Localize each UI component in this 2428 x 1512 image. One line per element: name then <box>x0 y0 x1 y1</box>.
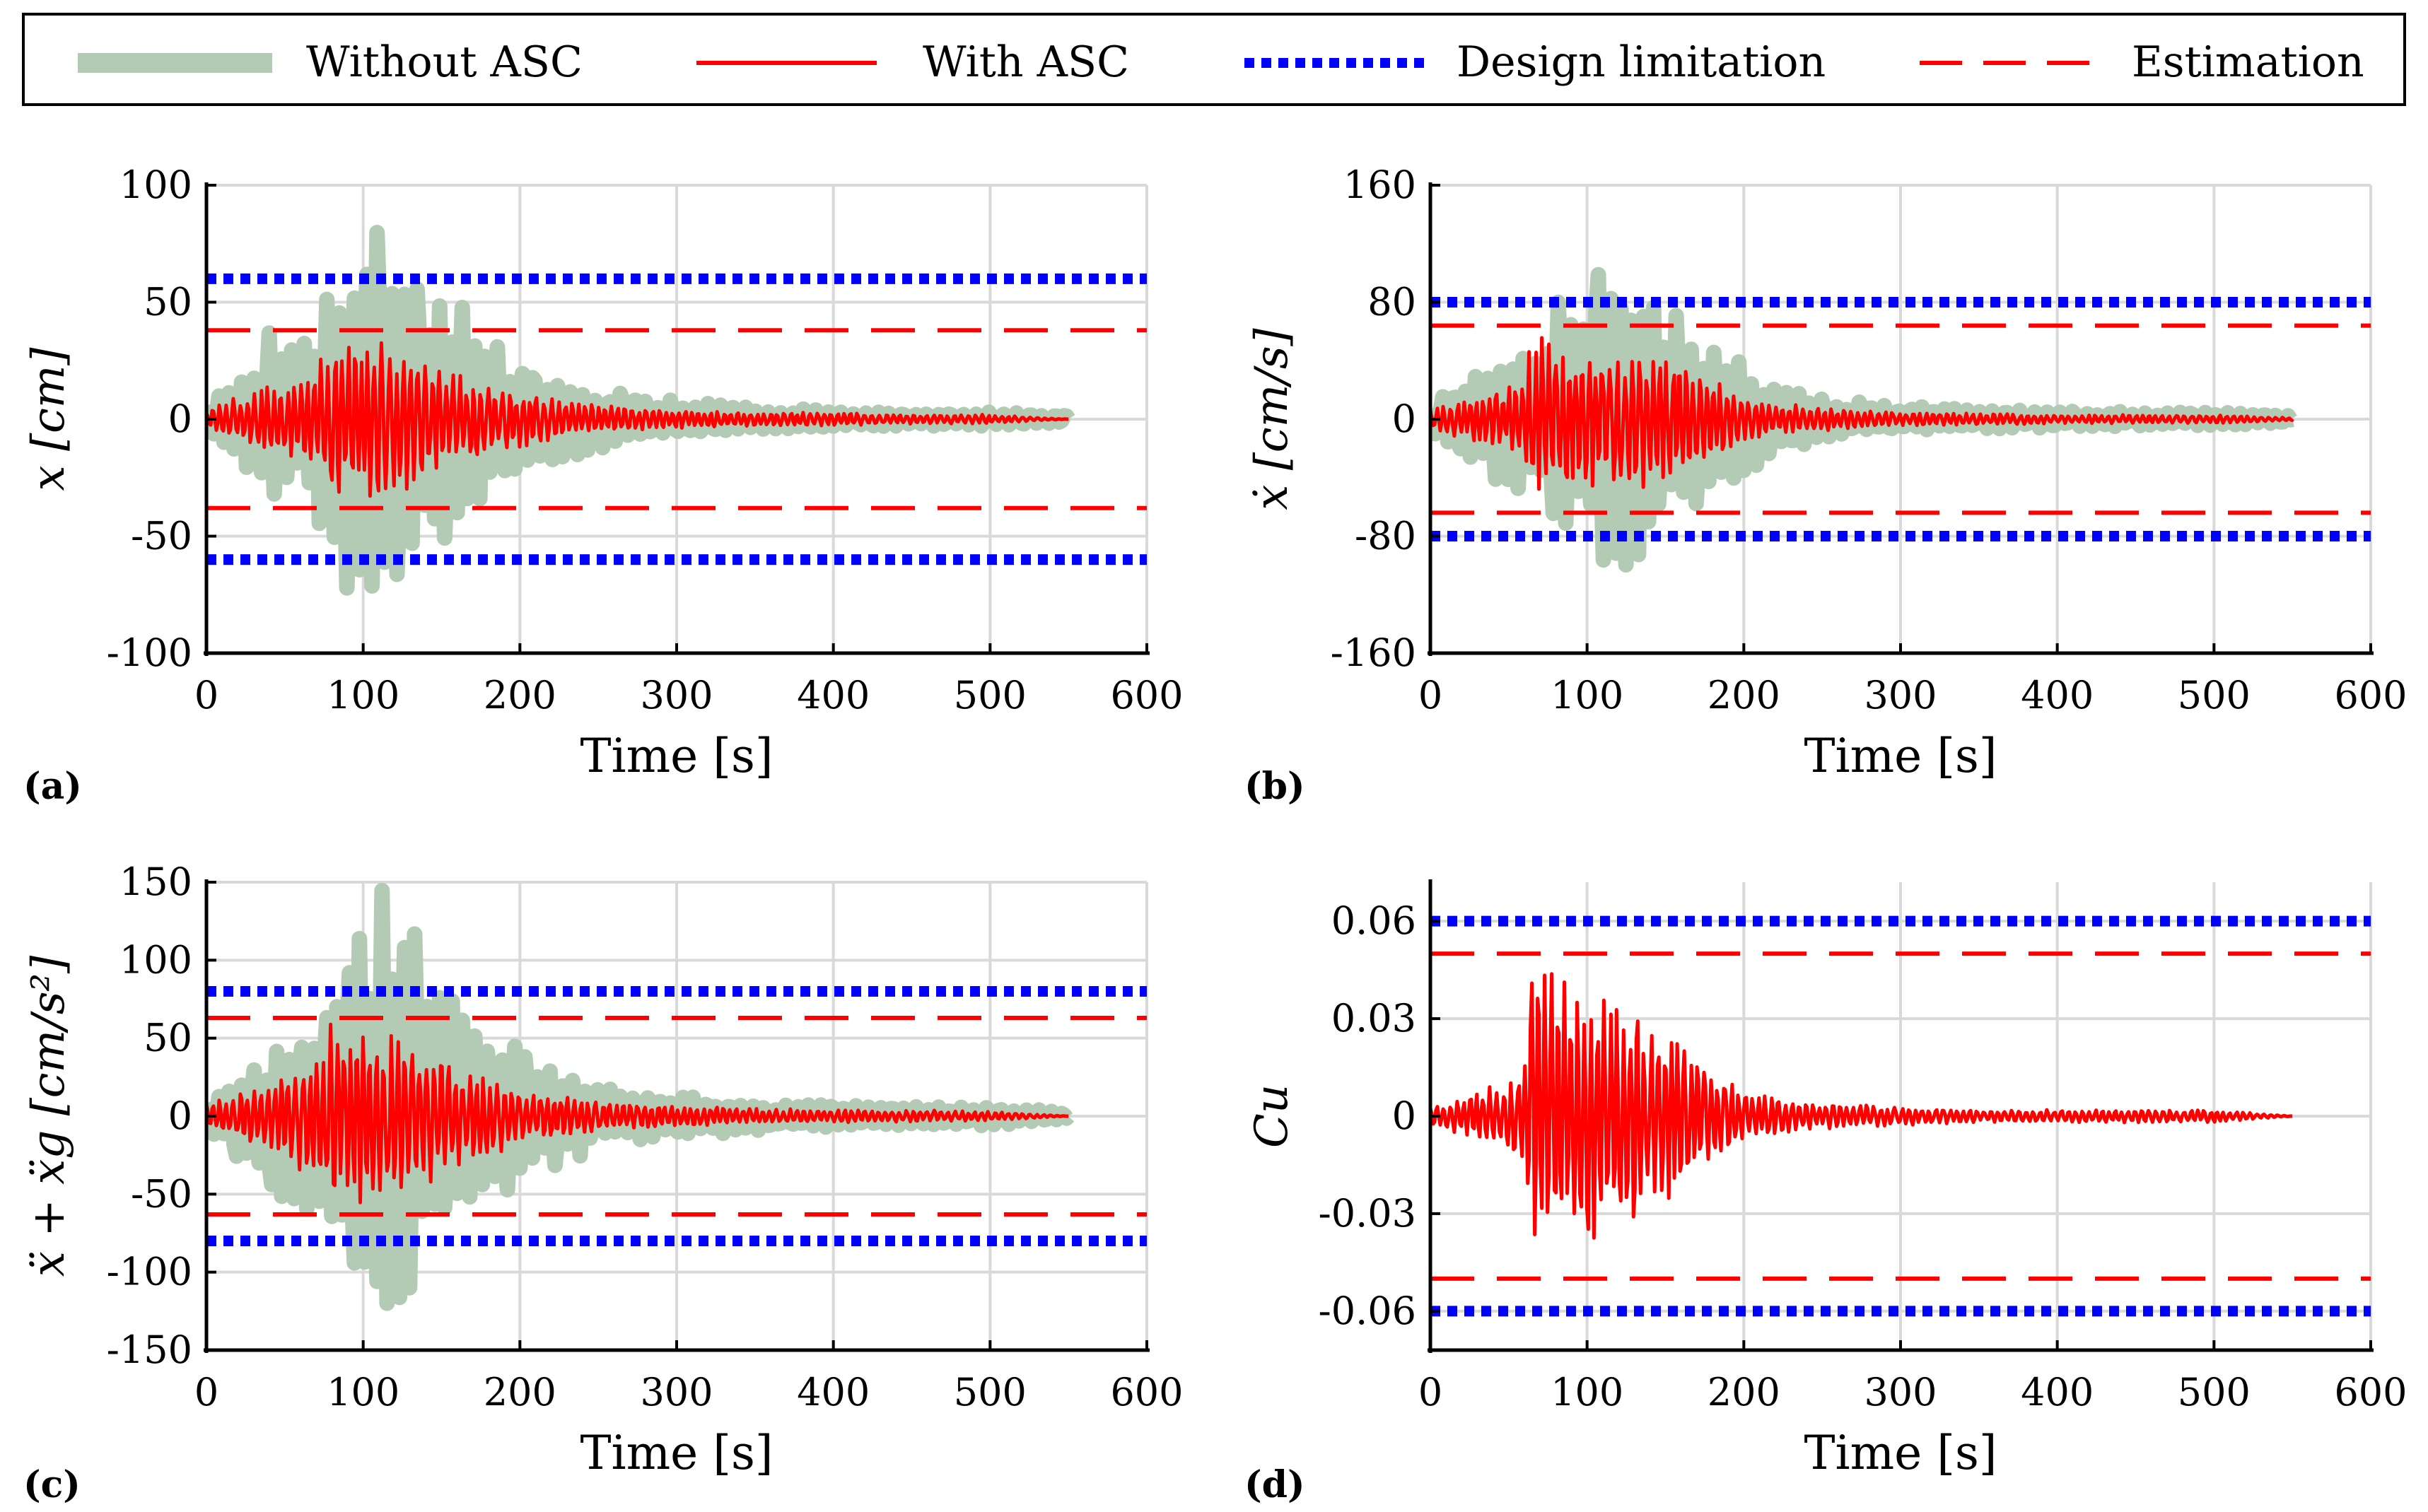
x-tick-label: 100 <box>1551 1370 1623 1414</box>
x-tick-label: 100 <box>327 673 399 717</box>
legend-item-without-asc: Without ASC <box>78 37 583 87</box>
x-axis-label-b: Time [s] <box>1804 729 1997 783</box>
x-tick-label: 300 <box>640 673 713 717</box>
y-axis-label-a: x [cm] <box>23 347 75 491</box>
series-with-asc <box>206 341 1070 498</box>
x-tick-label: 0 <box>194 673 218 717</box>
y-tick-label: -100 <box>107 1250 192 1294</box>
panel-label-b: (b) <box>1244 765 1305 808</box>
x-tick-label: 500 <box>954 1370 1027 1414</box>
legend-item-design-limitation: Design limitation <box>1244 37 1826 87</box>
x-axis-label-c: Time [s] <box>580 1426 773 1480</box>
y-axis-label-c: ẍ + ẍg [cm/s²] <box>23 955 75 1277</box>
y-tick-label: 0.03 <box>1331 996 1416 1041</box>
x-tick-label: 200 <box>484 673 556 717</box>
x-tick-label: 600 <box>2334 673 2407 717</box>
x-tick-label: 600 <box>2334 1370 2407 1414</box>
plot-area-a <box>206 225 1147 596</box>
x-tick-label: 200 <box>484 1370 556 1414</box>
y-tick-label: -0.06 <box>1319 1289 1416 1333</box>
x-tick-label: 300 <box>640 1370 713 1414</box>
y-tick-label: 100 <box>119 937 192 982</box>
y-tick-label: -0.03 <box>1319 1191 1416 1236</box>
x-tick-label: 0 <box>1418 673 1442 717</box>
y-tick-label: -50 <box>131 514 192 558</box>
legend-label-without-asc: Without ASC <box>306 37 583 87</box>
series-with-asc <box>206 1022 1070 1205</box>
legend: Without ASC With ASC Design limitation E… <box>22 13 2406 106</box>
x-tick-label: 100 <box>327 1370 399 1414</box>
y-tick-label: 0 <box>168 397 192 441</box>
x-tick-label: 500 <box>2178 673 2251 717</box>
panel-d: 0 100 200 300 400 500 600 -0.06 -0.03 0 0.03 0.06 Ti… <box>1244 879 2407 1506</box>
x-tick-label: 500 <box>2178 1370 2251 1414</box>
x-tick-label: 100 <box>1551 673 1623 717</box>
legend-item-with-asc: With ASC <box>696 37 1129 87</box>
y-tick-label: -150 <box>107 1328 192 1372</box>
panel-label-c: (c) <box>23 1463 81 1506</box>
y-tick-label: 150 <box>119 860 192 904</box>
x-tick-label: 0 <box>1418 1370 1442 1414</box>
x-tick-label: 200 <box>1708 673 1780 717</box>
x-tick-label: 0 <box>194 1370 218 1414</box>
x-tick-label: 600 <box>1110 673 1183 717</box>
panel-label-a: (a) <box>23 765 82 808</box>
x-axis-label-a: Time [s] <box>580 729 773 783</box>
panel-b: 0 100 200 300 400 500 600 -160 -80 0 80 160 Time [s]… <box>1244 163 2407 808</box>
legend-label-estimation: Estimation <box>2132 37 2364 87</box>
y-tick-label: 50 <box>144 280 192 324</box>
y-tick-label: -80 <box>1355 514 1416 558</box>
x-tick-label: 400 <box>2021 673 2094 717</box>
y-tick-label: -160 <box>1331 631 1416 675</box>
y-tick-label: 0 <box>1392 1094 1416 1138</box>
panel-label-d: (d) <box>1244 1463 1305 1506</box>
x-tick-label: 400 <box>2021 1370 2094 1414</box>
x-tick-label: 200 <box>1708 1370 1780 1414</box>
y-tick-label: -50 <box>131 1171 192 1216</box>
x-tick-label: 300 <box>1864 673 1937 717</box>
y-tick-label: 50 <box>144 1016 192 1060</box>
y-tick-label: 160 <box>1343 163 1416 207</box>
x-tick-label: 500 <box>954 673 1027 717</box>
legend-label-design-limitation: Design limitation <box>1457 37 1826 87</box>
legend-box <box>22 13 2406 106</box>
x-tick-label: 300 <box>1864 1370 1937 1414</box>
x-tick-label: 600 <box>1110 1370 1183 1414</box>
plot-area-d <box>1430 915 2371 1317</box>
x-axis-label-d: Time [s] <box>1804 1426 1997 1480</box>
y-tick-label: 0 <box>1392 397 1416 441</box>
legend-label-with-asc: With ASC <box>923 37 1129 87</box>
y-tick-label: 0 <box>168 1094 192 1138</box>
y-tick-label: 80 <box>1367 280 1416 324</box>
y-tick-label: 100 <box>119 163 192 207</box>
y-axis-label-d: Cu <box>1246 1084 1298 1148</box>
y-axis-label-b: ẋ [cm/s] <box>1246 327 1298 510</box>
y-tick-label: 0.06 <box>1331 898 1416 943</box>
y-tick-label: -100 <box>107 631 192 675</box>
plot-area-b <box>1430 266 2371 573</box>
panel-c: 0 100 200 300 400 500 600 -150 -100 -50 0 50 100 150 T… <box>23 860 1184 1506</box>
panel-a: 0 100 200 300 400 500 600 -100 -50 0 50 100 Time [s]… <box>23 163 1184 808</box>
legend-item-estimation: Estimation <box>1920 37 2364 87</box>
series-with-asc <box>1430 336 2294 491</box>
plot-area-c <box>206 882 1147 1311</box>
x-tick-label: 400 <box>797 1370 870 1414</box>
series-with-asc <box>1430 972 2294 1240</box>
x-tick-label: 400 <box>797 673 870 717</box>
